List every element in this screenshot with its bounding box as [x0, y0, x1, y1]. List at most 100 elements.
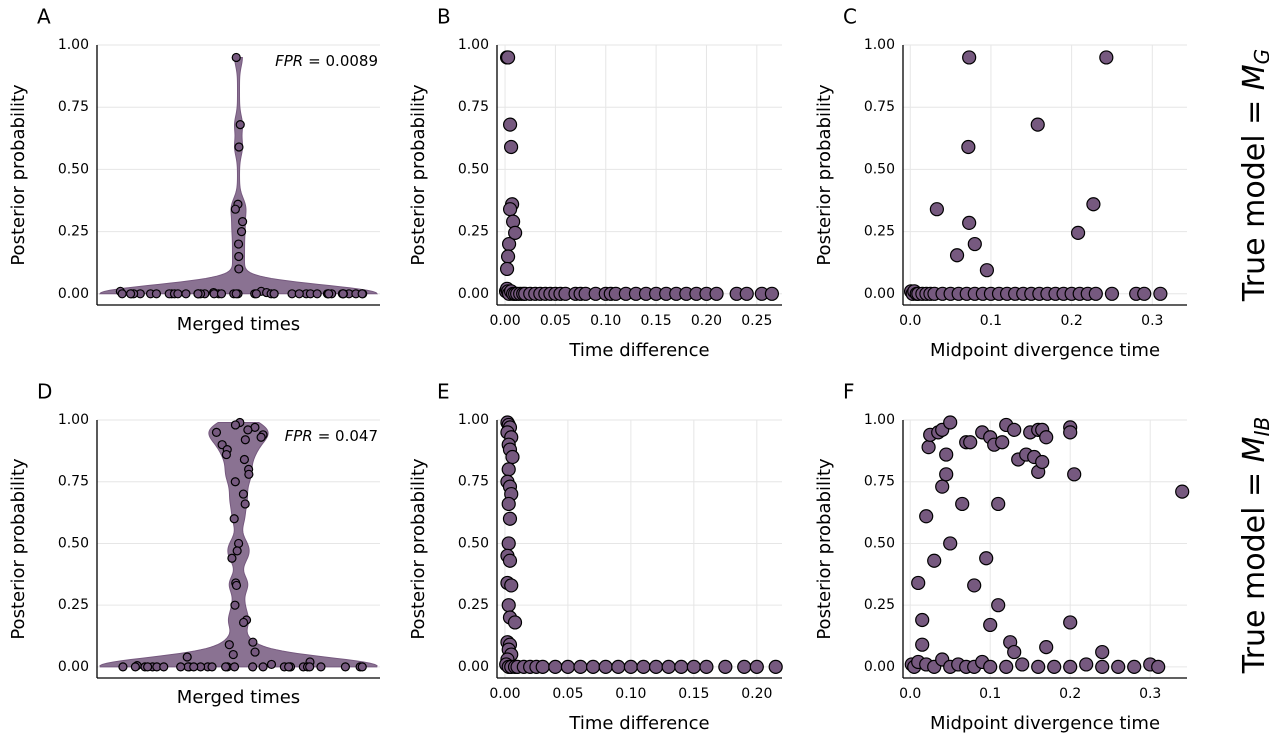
point [768, 659, 783, 674]
x-axis-label: Time difference [568, 713, 709, 734]
point [234, 264, 244, 274]
x-tick-label: 0.10 [615, 686, 646, 702]
point [661, 659, 676, 674]
point [1111, 659, 1126, 674]
y-tick-label: 0.75 [458, 99, 489, 115]
point [207, 662, 217, 672]
point [316, 662, 326, 672]
point [1067, 467, 1082, 482]
point [256, 432, 266, 442]
point [962, 215, 977, 230]
point [962, 50, 977, 65]
x-tick-label: 0.15 [678, 686, 709, 702]
point [130, 662, 140, 672]
row-label-subscript: IB [1250, 417, 1269, 437]
point [239, 454, 250, 465]
point [1047, 659, 1062, 674]
point [674, 659, 689, 674]
y-tick-label: 0.75 [864, 99, 895, 115]
x-axis-label: Merged times [177, 314, 300, 335]
y-tick-label: 0.00 [864, 286, 895, 302]
y-tick-label: 0.75 [58, 99, 89, 115]
point [221, 449, 231, 460]
point [240, 435, 250, 445]
y-tick-label: 0.50 [864, 161, 895, 177]
point [1063, 615, 1078, 630]
y-tick-label: 0.00 [58, 286, 89, 302]
point [234, 142, 244, 152]
point [1015, 657, 1030, 672]
x-tick-label: 0.00 [489, 313, 520, 329]
point [979, 551, 994, 566]
point [501, 536, 516, 551]
y-axis-label: Posterior probability [408, 458, 429, 640]
row-label-prefix: True model = [1237, 462, 1269, 674]
point [648, 659, 664, 674]
point [1095, 644, 1110, 660]
panel: A 0.00 0.25 0.50 0.75 1.00 Posterior probabili… [8, 5, 380, 335]
point [739, 286, 754, 301]
y-tick-label: 0.25 [864, 597, 895, 613]
point [636, 659, 651, 674]
y-tick-label: 1.00 [458, 412, 489, 428]
point [548, 659, 563, 674]
point [1079, 657, 1094, 672]
point [1007, 644, 1022, 660]
point [151, 289, 162, 299]
x-tick-label: 0.3 [1139, 686, 1161, 702]
point [983, 659, 998, 674]
point [915, 612, 930, 628]
point [585, 659, 601, 674]
y-tick-label: 1.00 [864, 37, 895, 53]
point [224, 640, 234, 650]
point [248, 637, 258, 647]
x-tick-label: 0.00 [489, 686, 520, 702]
point [921, 440, 936, 455]
point [560, 659, 576, 674]
point [1030, 117, 1045, 132]
point [502, 511, 518, 526]
x-axis-label: Midpoint divergence time [930, 713, 1160, 734]
y-tick-label: 0.75 [458, 474, 489, 490]
point [182, 652, 192, 662]
point [234, 538, 244, 549]
point [501, 598, 516, 613]
panel: D 0.00 0.25 0.50 0.75 1.00 Posterior probabili… [8, 380, 380, 708]
point [284, 662, 294, 672]
point [236, 227, 247, 237]
row-label: True model = MIB [1237, 417, 1269, 674]
panel-label: A [37, 5, 51, 29]
x-tick-label: 0.0 [899, 313, 921, 329]
y-tick-label: 0.25 [458, 597, 489, 613]
point [357, 289, 367, 299]
point [240, 499, 250, 509]
point [611, 659, 626, 674]
point [504, 578, 519, 593]
point [340, 662, 350, 672]
x-tick-label: 0.05 [540, 313, 571, 329]
point [238, 217, 248, 227]
point [1063, 659, 1078, 674]
point [266, 659, 277, 670]
point [305, 662, 315, 672]
point [338, 289, 348, 299]
point [501, 496, 516, 512]
y-tick-label: 0.75 [864, 474, 895, 490]
point [244, 469, 254, 479]
point [117, 289, 127, 299]
point [118, 662, 128, 672]
point [1137, 286, 1152, 301]
y-tick-label: 0.25 [458, 224, 489, 240]
point [230, 204, 240, 214]
point [500, 50, 516, 65]
point [911, 575, 926, 591]
point [251, 289, 261, 299]
point [231, 52, 241, 63]
point [1088, 286, 1103, 301]
point [189, 662, 199, 672]
point [269, 289, 279, 299]
point [737, 659, 752, 674]
point [230, 477, 240, 487]
point [929, 202, 944, 217]
point [502, 202, 518, 217]
